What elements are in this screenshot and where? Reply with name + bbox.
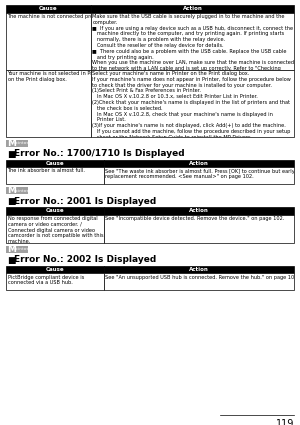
- Bar: [6, 273, 104, 290]
- Bar: [6, 167, 104, 184]
- Text: Action: Action: [189, 208, 209, 213]
- Bar: [6, 70, 91, 136]
- Text: ■: ■: [7, 255, 16, 264]
- Text: Make sure that the USB cable is securely plugged in to the machine and the
compu: Make sure that the USB cable is securely…: [92, 14, 295, 77]
- Bar: [104, 266, 294, 273]
- Bar: [104, 215, 294, 243]
- Text: Cause: Cause: [46, 267, 64, 272]
- Text: M: M: [8, 244, 16, 253]
- Bar: [104, 167, 294, 184]
- Bar: [91, 70, 294, 136]
- Text: acintosh: acintosh: [14, 247, 32, 251]
- Text: acintosh: acintosh: [14, 141, 32, 145]
- Text: No response from connected digital
camera or video camcorder. /
Connected digita: No response from connected digital camer…: [8, 216, 103, 244]
- Bar: [6, 207, 104, 215]
- Text: Cause: Cause: [39, 6, 58, 11]
- Text: Error No.: 1700/1710 Is Displayed: Error No.: 1700/1710 Is Displayed: [14, 150, 184, 159]
- Bar: [91, 70, 294, 136]
- Text: M: M: [8, 186, 16, 195]
- Bar: [6, 215, 104, 243]
- Text: Cause: Cause: [46, 208, 64, 213]
- Bar: [6, 139, 28, 147]
- Bar: [6, 5, 91, 12]
- Text: ■: ■: [7, 150, 16, 159]
- Text: 119: 119: [276, 419, 294, 425]
- Bar: [6, 12, 91, 70]
- Text: Action: Action: [183, 6, 202, 11]
- Text: Action: Action: [189, 161, 209, 166]
- Text: The machine is not connected properly.: The machine is not connected properly.: [8, 14, 107, 19]
- Bar: [6, 266, 104, 273]
- Text: Your machine is not selected in Printer
on the Print dialog box.: Your machine is not selected in Printer …: [8, 71, 105, 82]
- Text: M: M: [8, 139, 16, 147]
- Text: Error No.: 2002 Is Displayed: Error No.: 2002 Is Displayed: [14, 255, 156, 264]
- Text: Error No.: 2001 Is Displayed: Error No.: 2001 Is Displayed: [14, 197, 156, 206]
- Text: The ink absorber is almost full.: The ink absorber is almost full.: [8, 168, 85, 173]
- Text: See "Incompatible device detected. Remove the device." on page 102.: See "Incompatible device detected. Remov…: [105, 216, 285, 221]
- Bar: [6, 167, 104, 184]
- Bar: [104, 273, 294, 290]
- Bar: [104, 167, 294, 184]
- Bar: [104, 207, 294, 215]
- Bar: [91, 5, 294, 12]
- Bar: [6, 159, 104, 167]
- Text: See "An unsupported USB hub is connected. Remove the hub." on page 102.: See "An unsupported USB hub is connected…: [105, 275, 299, 280]
- Bar: [6, 273, 104, 290]
- Bar: [91, 12, 294, 70]
- Bar: [104, 273, 294, 290]
- Bar: [104, 215, 294, 243]
- Bar: [6, 187, 28, 194]
- Text: Select your machine's name in Printer on the Print dialog box.
If your machine's: Select your machine's name in Printer on…: [92, 71, 291, 140]
- Bar: [6, 70, 91, 136]
- Text: Action: Action: [189, 267, 209, 272]
- Bar: [6, 215, 104, 243]
- Bar: [6, 12, 91, 70]
- Text: acintosh: acintosh: [14, 189, 32, 193]
- Text: See "The waste ink absorber is almost full. Press [OK] to continue but early
rep: See "The waste ink absorber is almost fu…: [105, 168, 295, 179]
- Bar: [6, 246, 28, 252]
- Text: ■: ■: [7, 197, 16, 206]
- Text: Cause: Cause: [46, 161, 64, 166]
- Text: PictBridge compliant device is
connected via a USB hub.: PictBridge compliant device is connected…: [8, 275, 84, 285]
- Bar: [104, 159, 294, 167]
- Bar: [91, 12, 294, 70]
